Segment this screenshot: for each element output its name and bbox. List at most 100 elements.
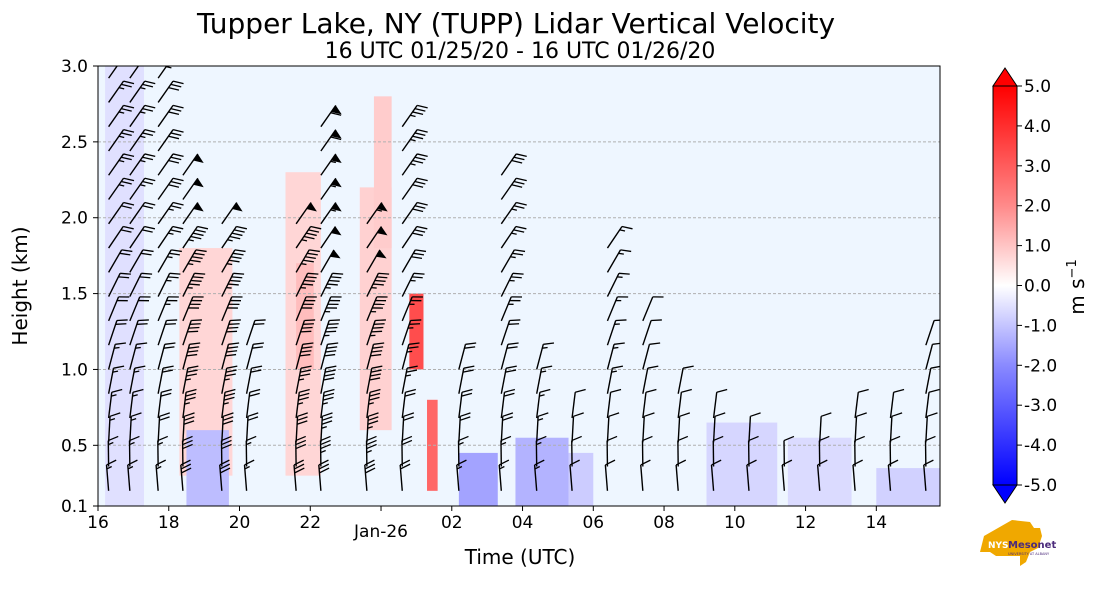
y-tick-label: 2.0 <box>61 209 88 229</box>
wind-barb <box>295 272 319 297</box>
velocity-patch <box>373 96 392 249</box>
wind-barb <box>108 66 125 79</box>
wind-barb <box>500 272 524 297</box>
wind-barb <box>157 225 184 249</box>
wind-barb <box>107 412 121 443</box>
wind-barb <box>129 296 151 322</box>
wind-barb <box>606 412 620 443</box>
colorbar-min-extend <box>992 484 1018 504</box>
wind-barb <box>129 249 154 273</box>
wind-barb <box>924 435 936 467</box>
logo-text-university: UNIVERSITY AT ALBANY <box>1008 552 1050 556</box>
y-tick-label: 1.0 <box>61 360 88 380</box>
wind-barb <box>318 459 330 491</box>
wind-barb <box>401 104 428 128</box>
wind-barb <box>157 365 174 394</box>
wind-barb <box>245 435 257 467</box>
logo-text-mesonet: Mesonet <box>1008 540 1056 551</box>
wind-barb <box>129 225 156 249</box>
wind-barb <box>677 388 692 419</box>
wind-barb <box>642 296 664 322</box>
wind-barb <box>606 272 630 297</box>
wind-barb <box>182 272 206 297</box>
velocity-patch <box>515 437 569 506</box>
wind-barb <box>641 435 653 467</box>
y-axis: 0.1 0.5 1.0 1.5 2.0 2.5 3.0 <box>61 57 98 517</box>
wind-barb <box>182 202 204 225</box>
wind-barb <box>157 388 172 419</box>
wind-barb <box>642 319 662 346</box>
wind-barb <box>107 435 119 467</box>
wind-barb <box>320 412 333 443</box>
velocity-patch <box>427 399 438 491</box>
colorbar-tick-label: 5.0 <box>1024 77 1051 97</box>
wind-barb <box>221 296 243 322</box>
wind-barb <box>571 388 586 419</box>
wind-barb <box>157 104 184 128</box>
wind-barb <box>245 388 261 419</box>
wind-barb <box>854 435 865 467</box>
wind-barb <box>221 272 245 297</box>
wind-barb <box>107 365 125 394</box>
wind-barb <box>319 435 331 467</box>
wind-barb <box>129 319 149 346</box>
wind-barb <box>295 388 310 419</box>
wind-barb <box>129 201 156 225</box>
wind-barb <box>854 388 869 419</box>
colorbar-tick-label: 3.0 <box>1024 157 1051 177</box>
wind-barb <box>295 412 308 443</box>
wind-barb <box>108 129 135 152</box>
wind-barb <box>181 435 193 467</box>
wind-barb <box>320 202 342 225</box>
x-tick-label: Jan-26 <box>353 522 408 542</box>
wind-barb <box>401 319 422 346</box>
wind-barb <box>366 412 379 443</box>
wind-barb <box>129 80 156 103</box>
chart-title: Tupper Lake, NY (TUPP) Lidar Vertical Ve… <box>196 7 835 40</box>
wind-barb <box>500 296 523 322</box>
wind-barb <box>320 342 339 370</box>
x-tick-label: 04 <box>512 513 534 533</box>
wind-barb <box>108 104 135 128</box>
wind-barb <box>182 177 204 200</box>
wind-barb <box>129 365 146 394</box>
wind-barb <box>500 435 512 467</box>
y-tick-label: 2.5 <box>61 133 88 153</box>
wind-barb <box>107 342 126 370</box>
wind-barbs <box>105 66 940 491</box>
wind-barb <box>401 177 428 200</box>
colorbar-label: m s−1 <box>1065 259 1089 314</box>
velocity-patch <box>409 293 424 370</box>
wind-barb <box>108 201 135 225</box>
wind-barb <box>535 412 549 443</box>
x-tick-label: 12 <box>795 513 817 533</box>
wind-barb <box>458 342 477 370</box>
wind-barb <box>320 319 340 346</box>
wind-barb <box>606 319 627 346</box>
wind-barb <box>245 319 266 346</box>
wind-barb <box>642 365 659 394</box>
wind-barb <box>366 202 388 225</box>
colorbar-tick-label: -1.0 <box>1024 316 1057 336</box>
wind-barb <box>157 66 180 79</box>
wind-barb <box>500 225 527 249</box>
wind-barb <box>108 80 135 103</box>
wind-barb <box>108 177 135 200</box>
wind-barb <box>366 296 388 322</box>
wind-barb <box>182 153 204 176</box>
wind-barb <box>182 342 201 370</box>
wind-barb <box>182 249 207 273</box>
colorbar-gradient <box>993 86 1017 485</box>
nys-mesonet-logo: NYS Mesonet UNIVERSITY AT ALBANY <box>980 520 1056 566</box>
x-tick-label: 06 <box>582 513 604 533</box>
wind-barb <box>107 272 131 297</box>
wind-barb <box>182 412 195 443</box>
wind-barb <box>366 226 388 249</box>
wind-barb <box>925 388 940 419</box>
wind-barb <box>366 249 387 273</box>
wind-barb <box>747 435 759 467</box>
colorbar-tick-label: 1.0 <box>1024 237 1051 257</box>
wind-barb <box>818 435 830 467</box>
wind-barb <box>925 412 938 443</box>
